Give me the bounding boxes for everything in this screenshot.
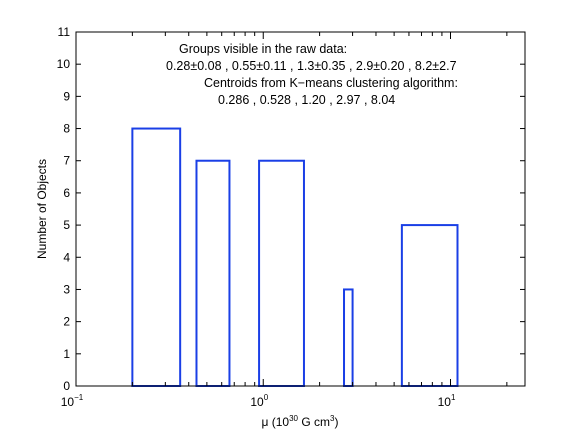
- x-axis-title-exp2: 3: [330, 414, 335, 423]
- annotation-centroids-title: Centroids from K−means clustering algori…: [204, 76, 458, 90]
- plot-area: [76, 32, 525, 386]
- y-tick-label: 4: [63, 250, 70, 264]
- y-tick-label: 11: [58, 25, 71, 39]
- x-axis-title-main: μ (10: [262, 415, 290, 429]
- y-tick-label: 8: [63, 122, 70, 136]
- y-tick-label: 2: [63, 315, 70, 329]
- x-axis-title-exp: 30: [289, 414, 298, 423]
- x-axis-title: μ (1030 G cm3): [262, 414, 339, 429]
- annotation-centroids-values: 0.286 , 0.528 , 1.20 , 2.97 , 8.04: [218, 93, 395, 107]
- plot-frame: [75, 31, 526, 387]
- x-tick-label: 100: [250, 393, 268, 409]
- x-axis-title-end: ): [334, 415, 338, 429]
- y-axis-title: Number of Objects: [35, 159, 49, 259]
- annotation-groups-title: Groups visible in the raw data:: [179, 42, 347, 56]
- y-tick-label: 9: [63, 89, 70, 103]
- x-tick-label: 10−1: [61, 393, 84, 409]
- y-tick-label: 6: [63, 186, 70, 200]
- y-tick-label: 1: [63, 347, 70, 361]
- x-tick-label: 101: [438, 393, 456, 409]
- ticks-layer: 0 1 2 3 4 5 6 7 8 9 10 11 10−1 100 101: [57, 25, 525, 409]
- y-tick-label: 0: [63, 379, 70, 393]
- y-tick-label: 10: [57, 57, 71, 71]
- y-tick-label: 3: [63, 282, 70, 296]
- annotation-groups-values: 0.28±0.08 , 0.55±0.11 , 1.3±0.35 , 2.9±0…: [166, 59, 457, 73]
- x-axis-title-mid: G cm: [298, 415, 330, 429]
- y-tick-label: 5: [63, 218, 70, 232]
- y-tick-label: 7: [63, 154, 70, 168]
